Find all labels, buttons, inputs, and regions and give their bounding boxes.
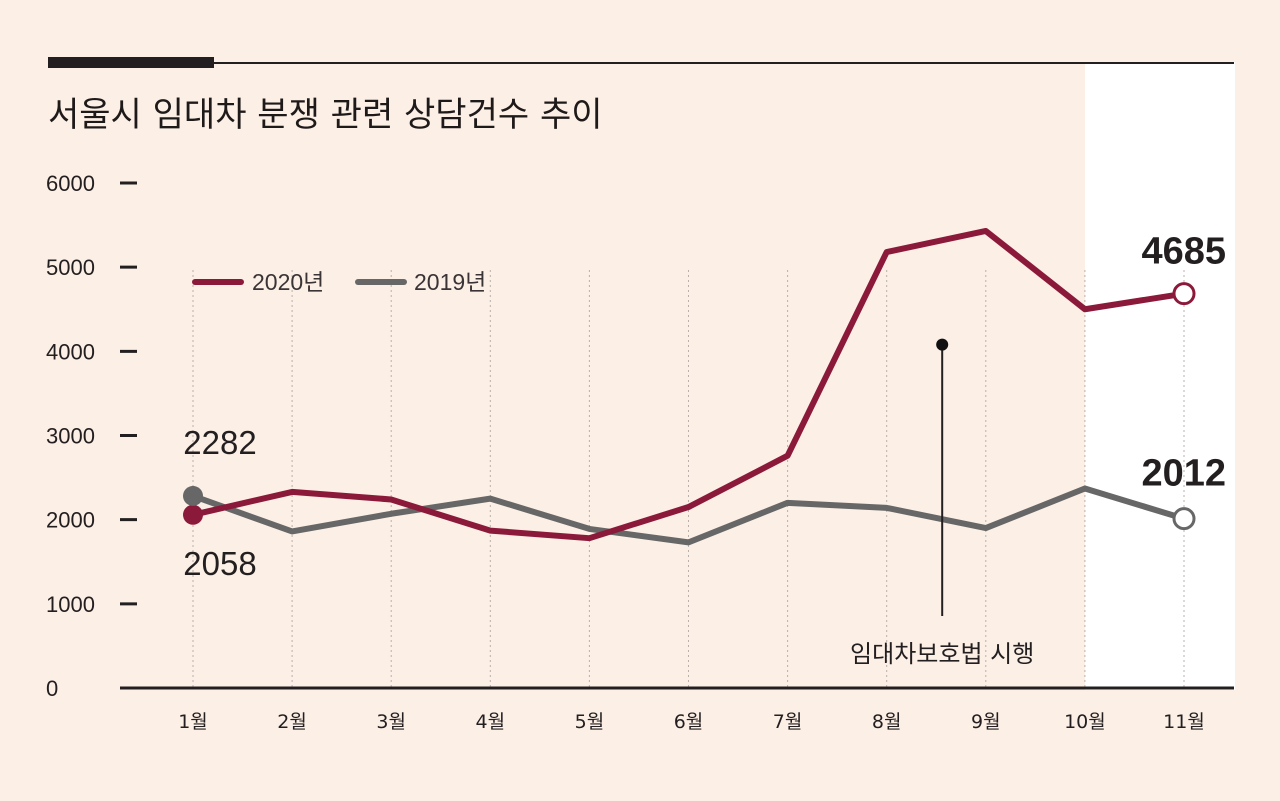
y-tick-label: 4000: [46, 339, 95, 364]
x-tick-label: 1월: [178, 711, 208, 733]
chart-title: 서울시 임대차 분쟁 관련 상담건수 추이: [48, 95, 603, 135]
legend-label: 2019년: [414, 269, 486, 295]
x-tick-label: 10월: [1064, 711, 1106, 733]
x-tick-label: 7월: [773, 711, 803, 733]
y-tick-label: 5000: [46, 255, 95, 280]
data-label: 2012: [1141, 453, 1226, 495]
point-2019-end: [1172, 507, 1196, 531]
series: [183, 227, 1196, 546]
data-label: 2282: [183, 424, 256, 461]
x-tick-label: 4월: [476, 711, 506, 733]
annotation-dot: [936, 338, 949, 351]
highlight-band: [1085, 62, 1235, 690]
data-label: 2058: [183, 545, 256, 582]
data-labels: 2282 2058 4685 2012: [183, 231, 1226, 582]
y-tick-label: 2000: [46, 508, 95, 533]
x-tick-label: 8월: [872, 711, 902, 733]
point-2020-start: [183, 504, 203, 525]
y-tick-label: 6000: [46, 171, 95, 196]
legend-label: 2020년: [252, 269, 324, 295]
x-tick-label: 9월: [971, 711, 1001, 733]
title-accent-bar: [48, 57, 214, 68]
x-tick-label: 11월: [1163, 711, 1205, 733]
grid: [192, 270, 1185, 688]
series-line-2019: [190, 485, 1187, 546]
x-tick-label: 3월: [376, 711, 406, 733]
x-tick-label: 5월: [575, 711, 605, 733]
annotation-label: 임대차보호법 시행: [850, 640, 1034, 668]
x-tick-label: 2월: [277, 711, 307, 733]
y-tick-label: 1000: [46, 592, 95, 617]
axes: 0 1000 2000 3000 4000 5000 6000 1월 2월 3월 4월 5월 6월 7월 8…: [46, 171, 1234, 733]
annotation: 임대차보호법 시행: [850, 338, 1034, 668]
y-tick-label: 0: [46, 676, 58, 701]
x-tick-label: 6월: [674, 711, 704, 733]
data-label: 4685: [1141, 231, 1226, 273]
point-2019-start: [183, 485, 203, 506]
legend: 2020년 2019년: [192, 269, 486, 295]
point-2020-end: [1172, 282, 1196, 306]
series-line-2020: [190, 227, 1187, 542]
y-tick-label: 3000: [46, 424, 95, 449]
